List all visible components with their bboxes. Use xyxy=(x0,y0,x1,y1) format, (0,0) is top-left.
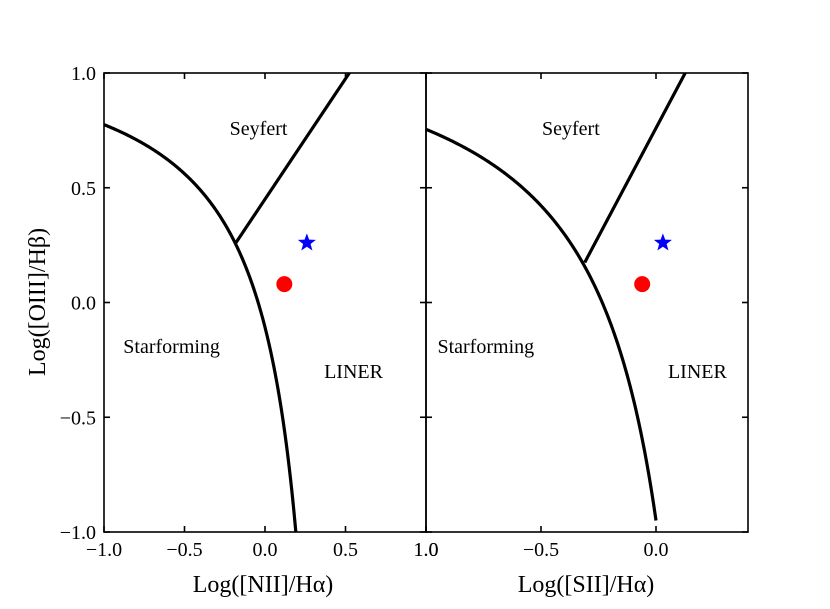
kewley-demarcation-curve xyxy=(104,123,298,532)
x-tick-label: −1.0 xyxy=(86,539,122,561)
sii-panel: 1.0 −0.5 0.0 Seyfert Starforming LINER xyxy=(414,72,749,561)
y-axis-label: Log([OIII]/Hβ) xyxy=(25,228,51,376)
nii-panel: −1.0 −0.5 0.0 0.5 1.0 −1.0 −0.5 0.0 0.5 1.0 Seyfer… xyxy=(60,63,439,561)
x-tick-label: 0.5 xyxy=(333,539,358,561)
seyfert-liner-division-line xyxy=(234,73,351,244)
region-label-seyfert: Seyfert xyxy=(542,118,600,140)
region-label-liner: LINER xyxy=(324,361,384,383)
region-label-starforming: Starforming xyxy=(437,336,534,358)
y-tick-label: −0.5 xyxy=(60,407,96,429)
x-axis-label-sii: Log([SII]/Hα) xyxy=(518,572,655,598)
x-axis-label-nii: Log([NII]/Hα) xyxy=(193,572,334,598)
y-tick-label: 1.0 xyxy=(71,63,96,85)
x-tick-label: −0.5 xyxy=(166,539,202,561)
plot-frame xyxy=(425,72,749,533)
x-tick-label: 1.0 xyxy=(414,539,439,561)
region-label-liner: LINER xyxy=(668,361,728,383)
star-data-point xyxy=(653,233,672,251)
region-label-seyfert: Seyfert xyxy=(230,118,288,140)
region-label-starforming: Starforming xyxy=(123,336,220,358)
x-tick-label: 1.0 xyxy=(414,539,439,561)
star-data-point xyxy=(297,233,316,251)
x-tick-label: 0.0 xyxy=(644,539,669,561)
x-tick-label: 0.0 xyxy=(253,539,278,561)
plot-frame xyxy=(103,72,427,533)
y-tick-label: 0.0 xyxy=(71,293,96,315)
seyfert-liner-division-line xyxy=(583,73,688,264)
circle-data-point xyxy=(634,276,651,293)
y-tick-label: −1.0 xyxy=(60,522,96,544)
x-tick-label: −0.5 xyxy=(523,539,559,561)
circle-data-point xyxy=(276,276,293,293)
kewley-demarcation-curve xyxy=(426,127,658,521)
y-tick-label: 0.5 xyxy=(71,178,96,200)
